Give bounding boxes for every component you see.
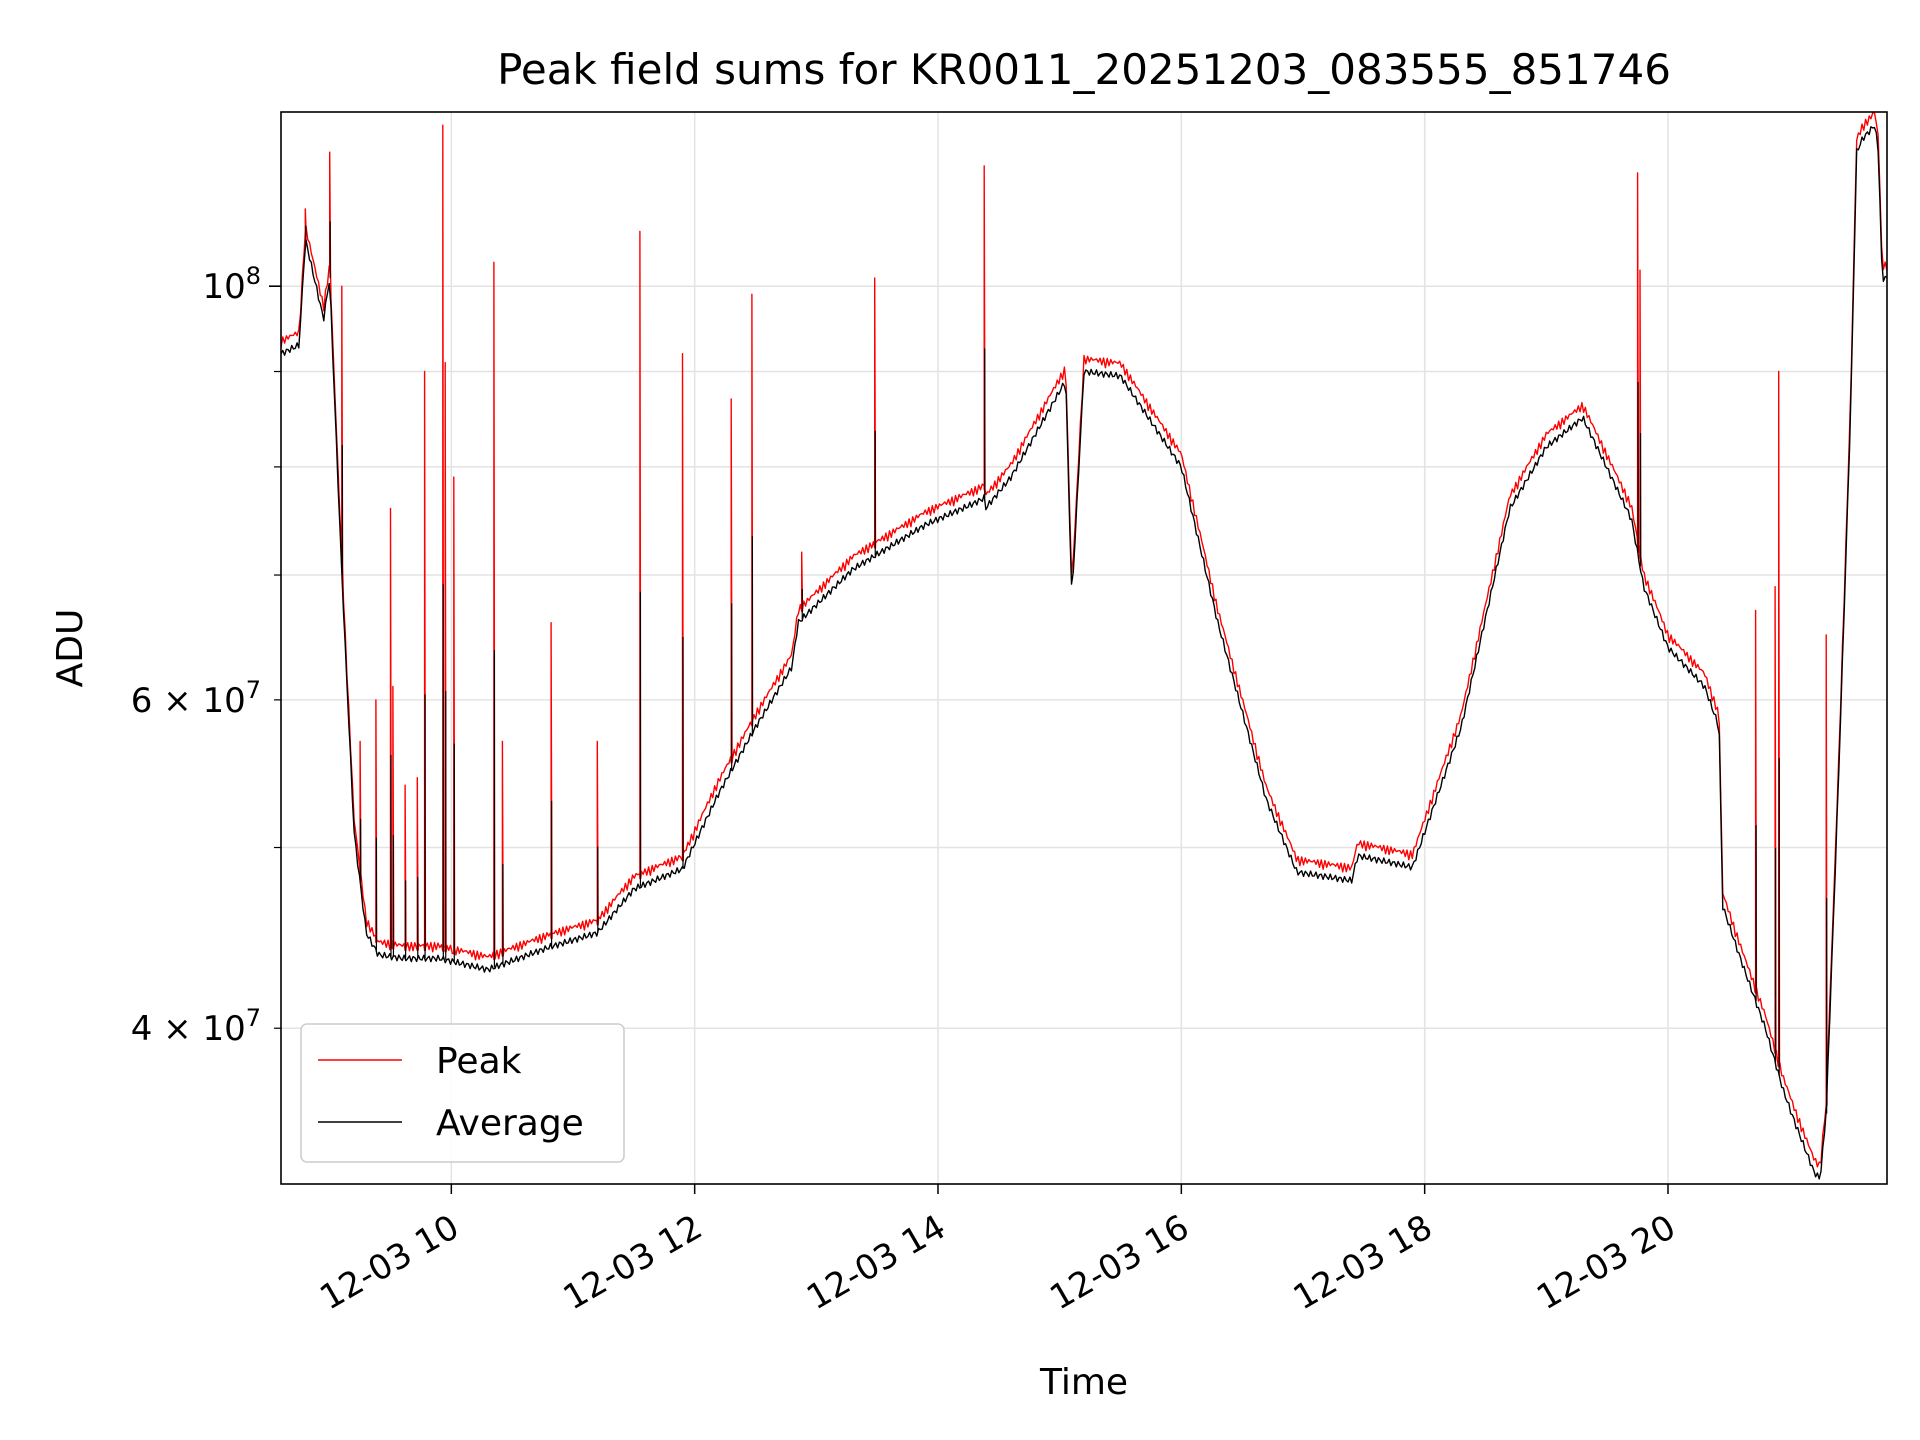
y-axis-label: ADU [50, 609, 91, 688]
legend-average-label: Average [436, 1103, 584, 1144]
legend-peak-label: Peak [436, 1041, 522, 1082]
plot-frame [280, 111, 1888, 1185]
average-series-line [281, 126, 1887, 1180]
y-axis: 108 4 × 107 6 × 107 [131, 262, 281, 1049]
grid-lines [281, 112, 1887, 1184]
legend-box [300, 1023, 625, 1163]
plot-area [281, 112, 1887, 1180]
peak-series-line [281, 112, 1887, 1168]
y-minor-tick-label-0: 4 × 107 [131, 1004, 261, 1049]
x-axis-label: Time [1039, 1362, 1128, 1403]
chart-title: Peak field sums for KR0011_20251203_0835… [497, 45, 1671, 94]
y-major-tick-label-0: 108 [202, 262, 261, 307]
y-minor-tick-label-1: 6 × 107 [131, 676, 261, 721]
legend: Peak Average [300, 1023, 625, 1163]
